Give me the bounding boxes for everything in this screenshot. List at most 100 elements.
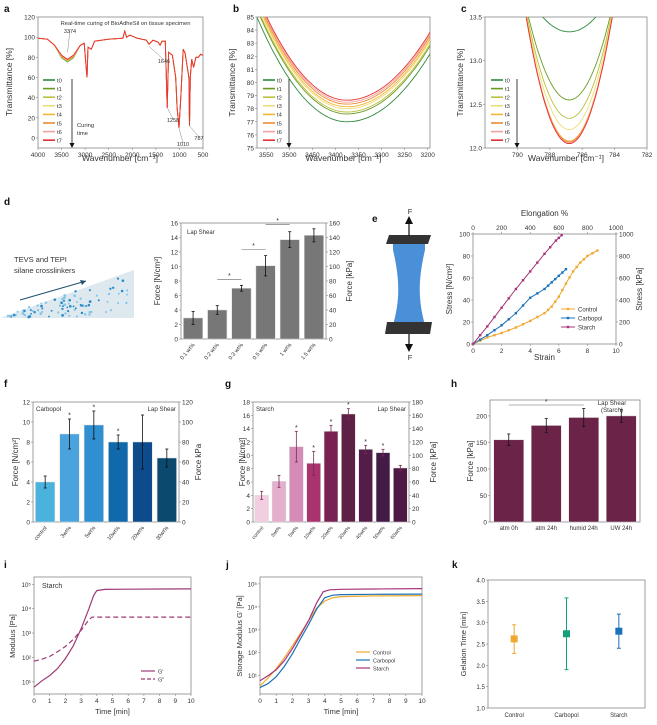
peak-annotation: 1010	[177, 142, 189, 148]
x-category-label: 10wt%	[106, 525, 121, 542]
x-category-label: 20wt%	[320, 525, 335, 541]
x-tick-label: 9	[404, 698, 408, 705]
y-tick-label: 3.5	[476, 599, 485, 606]
panel-label-d: d	[4, 197, 10, 208]
x-tick-label: 6	[126, 698, 130, 705]
y-tick-label-right: 140	[329, 235, 340, 242]
force-label-top: F	[408, 207, 413, 216]
data-marker-carbopol	[478, 338, 482, 341]
bar-atm0h	[493, 439, 524, 523]
y-tick-label-right: 60	[412, 480, 420, 487]
data-marker-starch	[507, 297, 510, 300]
x-category-label: 0.2 wt%	[204, 342, 221, 361]
significance-star: *	[295, 425, 298, 432]
x-tick-label: 2	[500, 348, 504, 355]
panel-e-axes	[472, 233, 617, 345]
data-marker-carbopol	[486, 334, 489, 337]
y-tick-label: 76	[247, 132, 255, 139]
y-tick-label: 6	[246, 480, 250, 487]
y-tick-label: 40	[463, 298, 471, 305]
crosslinker-dot	[67, 302, 70, 305]
y-tick-label: 2	[174, 322, 178, 329]
x-tick-label: 7	[142, 698, 146, 705]
peak-leader-line	[167, 107, 174, 120]
spectrum-line-t1	[259, 17, 430, 115]
y-tick-label: 84	[247, 28, 255, 35]
legend-label-t2: t2	[277, 96, 282, 102]
peak-annotation: 787	[194, 136, 203, 142]
y-tick-label: 3.0	[476, 620, 485, 627]
crosslinker-dot	[82, 305, 85, 307]
crosslinker-dot	[74, 290, 77, 293]
x-category-label: atm 0h	[500, 526, 518, 532]
spectrum-line-t7	[266, 17, 430, 101]
crosslinker-dot	[62, 299, 66, 302]
significance-star: *	[364, 439, 367, 446]
y-tick-label: 1.0	[476, 706, 485, 713]
crosslinker-dot	[53, 298, 57, 301]
x-category-label: Control	[504, 713, 523, 719]
x-tick-label-top: 0	[471, 225, 475, 232]
y-axis-label: Transmittance [%]	[4, 48, 14, 116]
x-tick-label: 3	[79, 698, 83, 705]
y-tick-label: 16	[243, 413, 251, 420]
x-tick-label: 3500	[54, 152, 69, 159]
crosslinker-dot	[112, 286, 115, 289]
legend-label-t6: t6	[505, 130, 510, 136]
crosslinker-dot	[72, 305, 75, 308]
legend-label-t4: t4	[277, 113, 283, 119]
y-axis-label: Storage Modulus G' [Pa]	[235, 595, 244, 676]
y-tick-label: 10	[243, 453, 251, 460]
significance-star: *	[252, 243, 255, 250]
data-marker-control	[546, 308, 550, 312]
crosslinker-dot	[50, 309, 53, 312]
crosslinker-dot	[75, 315, 78, 318]
peak-annotation: 3374	[64, 29, 76, 35]
y-tick-label: 12	[171, 250, 179, 257]
crosslinker-wedge	[0, 270, 134, 318]
data-marker-starch	[615, 627, 623, 635]
series-line-g	[33, 616, 191, 662]
y-axis-label: Transmittance [%]	[227, 48, 237, 116]
data-marker-carbopol	[550, 281, 553, 284]
spectrum-line-t2	[526, 17, 612, 119]
data-marker-starch	[529, 270, 532, 273]
x-category-label: 40wt%	[355, 525, 370, 541]
series-line-g	[33, 588, 192, 688]
bar-05wt	[255, 265, 276, 340]
force-label-bottom: F	[408, 353, 413, 362]
crosslinker-dot	[39, 312, 42, 315]
y-tick-label: 2	[246, 506, 250, 513]
crosslinker-dot	[74, 307, 77, 310]
bar-30wt	[156, 457, 177, 523]
x-tick-label: 3500	[282, 152, 297, 159]
x-tick-label: 3400	[328, 152, 343, 159]
data-marker-starch	[493, 315, 496, 319]
crosslinker-dot	[125, 301, 128, 305]
crosslinker-dot	[62, 296, 65, 300]
y-tick-label-right: 40	[329, 308, 337, 315]
y-tick-label: 18	[243, 400, 251, 407]
data-marker-control	[529, 319, 532, 323]
x-category-label: 0.3 wt%	[228, 342, 245, 361]
y-tick-label-right: 200	[619, 320, 630, 327]
data-marker-carbopol	[529, 296, 532, 299]
legend-label-t2: t2	[57, 96, 62, 102]
y-tick-label: 12.5	[469, 102, 482, 109]
lower-grip	[385, 322, 432, 334]
spectrum-line-t4	[37, 29, 204, 128]
y-tick-label-right: 120	[329, 250, 340, 257]
y-tick-label: 0	[174, 337, 178, 344]
crosslinker-dot	[36, 309, 40, 312]
data-marker-control	[582, 258, 586, 261]
x-axis-label: Strain	[534, 353, 555, 362]
legend-marker	[566, 325, 570, 329]
y-tick-label: 10⁴	[21, 606, 31, 613]
x-tick-label-top: 600	[553, 225, 564, 232]
x-tick-label: 500	[198, 152, 209, 159]
y-tick-label: 10⁵	[248, 581, 258, 588]
crosslinker-dot	[88, 311, 91, 314]
y-axis-label: Stress [N/cm²]	[445, 264, 454, 315]
starch-annotation: Starch	[256, 406, 274, 413]
x-tick-label: 3	[307, 698, 311, 705]
